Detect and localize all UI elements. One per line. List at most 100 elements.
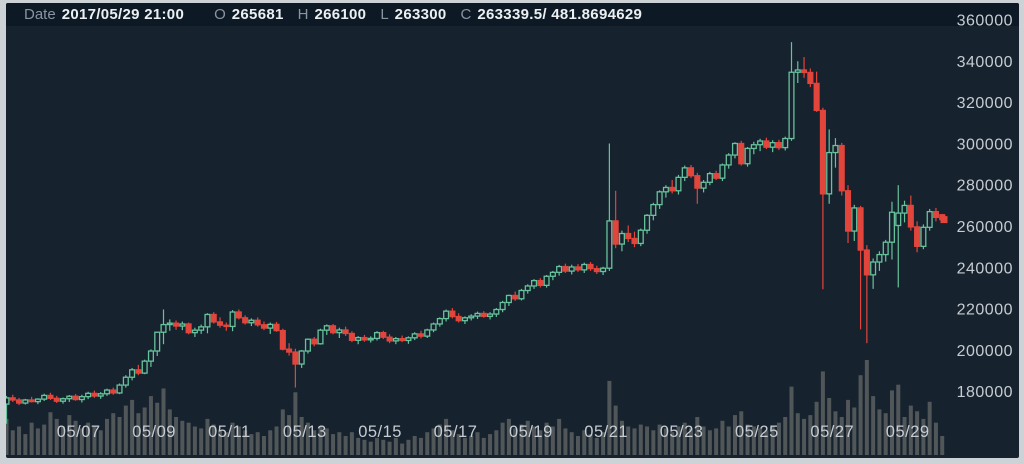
- volume-bar[interactable]: [689, 428, 694, 455]
- volume-bar[interactable]: [795, 413, 800, 455]
- volume-bar[interactable]: [758, 428, 763, 455]
- candle[interactable]: [618, 230, 625, 252]
- volume-bar[interactable]: [174, 417, 179, 455]
- candle[interactable]: [436, 317, 443, 327]
- candle[interactable]: [85, 391, 92, 400]
- candle[interactable]: [581, 262, 588, 273]
- volume-bar[interactable]: [280, 409, 285, 455]
- candle[interactable]: [405, 336, 412, 344]
- volume-bar[interactable]: [783, 417, 788, 455]
- volume-bar[interactable]: [469, 436, 474, 455]
- volume-bar[interactable]: [745, 424, 750, 455]
- candle[interactable]: [600, 266, 607, 276]
- candle[interactable]: [179, 321, 186, 331]
- volume-bar[interactable]: [230, 422, 235, 455]
- volume-bar[interactable]: [431, 428, 436, 455]
- volume-bar[interactable]: [720, 420, 725, 455]
- candle[interactable]: [807, 68, 814, 88]
- volume-bar[interactable]: [676, 426, 681, 456]
- candle[interactable]: [606, 143, 613, 271]
- volume-bar[interactable]: [506, 418, 511, 455]
- candle[interactable]: [876, 251, 883, 271]
- candle[interactable]: [210, 312, 217, 324]
- candle[interactable]: [304, 338, 311, 354]
- candle[interactable]: [286, 343, 293, 356]
- volume-bar[interactable]: [437, 424, 442, 455]
- volume-bar[interactable]: [337, 432, 342, 455]
- volume-bar[interactable]: [770, 426, 775, 456]
- volume-bar[interactable]: [582, 430, 587, 455]
- volume-bar[interactable]: [104, 418, 109, 455]
- volume-bar[interactable]: [299, 417, 304, 455]
- candle[interactable]: [317, 328, 324, 345]
- candle[interactable]: [116, 383, 123, 395]
- volume-bar[interactable]: [92, 426, 97, 456]
- candle[interactable]: [173, 320, 180, 330]
- candle[interactable]: [901, 200, 908, 223]
- volume-bar[interactable]: [249, 434, 254, 455]
- candle[interactable]: [844, 185, 852, 244]
- candle[interactable]: [549, 270, 556, 281]
- volume-bar[interactable]: [802, 418, 807, 455]
- candle[interactable]: [103, 388, 111, 396]
- candle[interactable]: [399, 335, 406, 343]
- candle[interactable]: [888, 201, 896, 260]
- volume-bar[interactable]: [23, 434, 28, 455]
- volume-bar[interactable]: [607, 380, 612, 455]
- volume-bar[interactable]: [739, 411, 744, 455]
- candle[interactable]: [279, 328, 286, 351]
- candle[interactable]: [417, 330, 425, 339]
- volume-bar[interactable]: [808, 415, 813, 455]
- volume-bar[interactable]: [142, 407, 147, 456]
- candle[interactable]: [355, 336, 362, 345]
- candle[interactable]: [650, 202, 657, 221]
- volume-bar[interactable]: [35, 428, 40, 455]
- candle[interactable]: [430, 322, 437, 333]
- volume-bar[interactable]: [186, 422, 191, 455]
- volume-bar[interactable]: [155, 402, 160, 455]
- volume-bar[interactable]: [663, 428, 668, 455]
- candle[interactable]: [907, 195, 914, 231]
- volume-bar[interactable]: [387, 441, 392, 455]
- candle[interactable]: [687, 164, 695, 178]
- volume-bar[interactable]: [356, 437, 361, 455]
- candle[interactable]: [380, 330, 387, 340]
- candle[interactable]: [637, 228, 644, 247]
- volume-bar[interactable]: [651, 430, 656, 455]
- volume-bar[interactable]: [732, 415, 737, 455]
- candle[interactable]: [273, 321, 280, 332]
- candle[interactable]: [914, 221, 921, 253]
- volume-bar[interactable]: [42, 424, 47, 455]
- volume-bar[interactable]: [98, 430, 103, 455]
- candle[interactable]: [191, 327, 198, 337]
- candle[interactable]: [41, 393, 48, 401]
- candle[interactable]: [330, 323, 337, 335]
- candle[interactable]: [725, 153, 732, 169]
- candle[interactable]: [122, 375, 129, 388]
- volume-bar[interactable]: [638, 424, 643, 455]
- candle[interactable]: [719, 163, 726, 182]
- volume-bar[interactable]: [569, 432, 574, 455]
- candle[interactable]: [694, 172, 701, 204]
- candle[interactable]: [342, 326, 349, 336]
- volume-bar[interactable]: [601, 432, 606, 455]
- volume-bar[interactable]: [261, 436, 266, 455]
- volume-bar[interactable]: [513, 428, 518, 455]
- volume-bar[interactable]: [274, 426, 279, 456]
- volume-bar[interactable]: [544, 422, 549, 455]
- volume-bar[interactable]: [123, 405, 128, 455]
- volume-bar[interactable]: [921, 418, 926, 455]
- volume-bar[interactable]: [594, 437, 599, 455]
- volume-bar[interactable]: [255, 432, 260, 455]
- candle[interactable]: [254, 317, 261, 327]
- candle[interactable]: [22, 398, 29, 405]
- volume-bar[interactable]: [550, 426, 555, 456]
- candle[interactable]: [926, 208, 933, 231]
- candle[interactable]: [782, 136, 789, 151]
- volume-bar[interactable]: [343, 436, 348, 455]
- candle[interactable]: [392, 336, 399, 345]
- volume-bar[interactable]: [575, 436, 580, 455]
- volume-bar[interactable]: [444, 418, 449, 455]
- candle[interactable]: [518, 288, 525, 301]
- candle[interactable]: [166, 319, 173, 331]
